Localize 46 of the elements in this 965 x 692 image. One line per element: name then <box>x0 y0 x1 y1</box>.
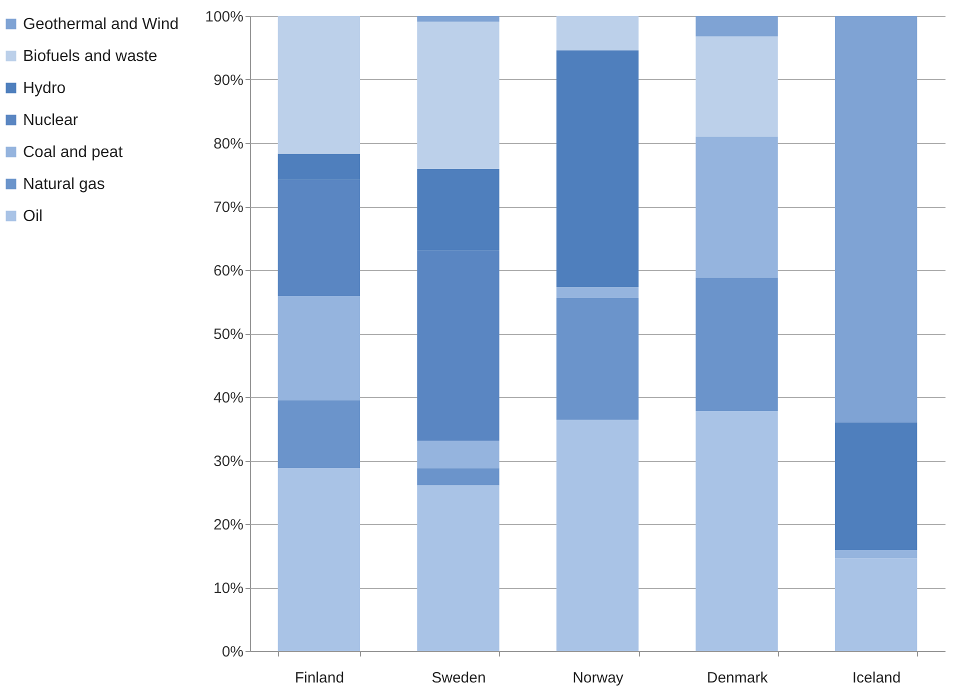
x-tick-label: Denmark <box>706 670 768 686</box>
bar <box>278 296 360 400</box>
bar <box>278 16 360 154</box>
x-tick-label: Norway <box>572 670 624 686</box>
bar <box>417 468 500 486</box>
y-tick-label: 90% <box>213 72 244 89</box>
bar <box>278 400 360 468</box>
legend-label: Hydro <box>23 80 66 97</box>
bar <box>556 298 639 420</box>
legend-label: Geothermal and Wind <box>23 16 179 33</box>
y-tick-label: 30% <box>213 453 244 470</box>
bar <box>696 278 778 411</box>
bar <box>696 136 778 278</box>
bar <box>417 485 500 651</box>
bar <box>278 468 360 651</box>
y-tick-label: 80% <box>213 136 244 152</box>
bar <box>417 16 500 22</box>
legend-label: Natural gas <box>23 176 105 193</box>
bar <box>556 287 639 298</box>
bar <box>696 410 778 651</box>
y-tick-label: 0% <box>222 644 244 660</box>
y-tick-label: 20% <box>213 516 244 534</box>
x-tick-label: Finland <box>294 670 344 686</box>
legend-label: Coal and peat <box>23 144 124 161</box>
bar <box>834 558 918 651</box>
y-tick-label: 10% <box>213 580 244 597</box>
bar <box>696 36 778 137</box>
bar <box>834 422 918 550</box>
bar <box>834 16 918 422</box>
bar <box>417 22 500 170</box>
y-tick-label: 100% <box>205 8 244 26</box>
bar <box>556 420 639 651</box>
y-tick-label: 40% <box>213 390 244 406</box>
bar <box>834 550 918 558</box>
x-tick-label: Sweden <box>432 670 486 686</box>
legend-label: Nuclear <box>23 112 79 129</box>
bar <box>417 440 500 468</box>
y-tick-label: 50% <box>213 326 244 343</box>
x-tick-label: Iceland <box>852 670 901 686</box>
bar <box>556 50 639 288</box>
legend-label: Oil <box>23 208 43 225</box>
y-tick-label: 70% <box>213 199 244 216</box>
bar <box>556 16 639 50</box>
y-tick-label: 60% <box>213 262 244 280</box>
bar <box>696 16 778 36</box>
legend-label: Biofuels and waste <box>23 48 158 65</box>
